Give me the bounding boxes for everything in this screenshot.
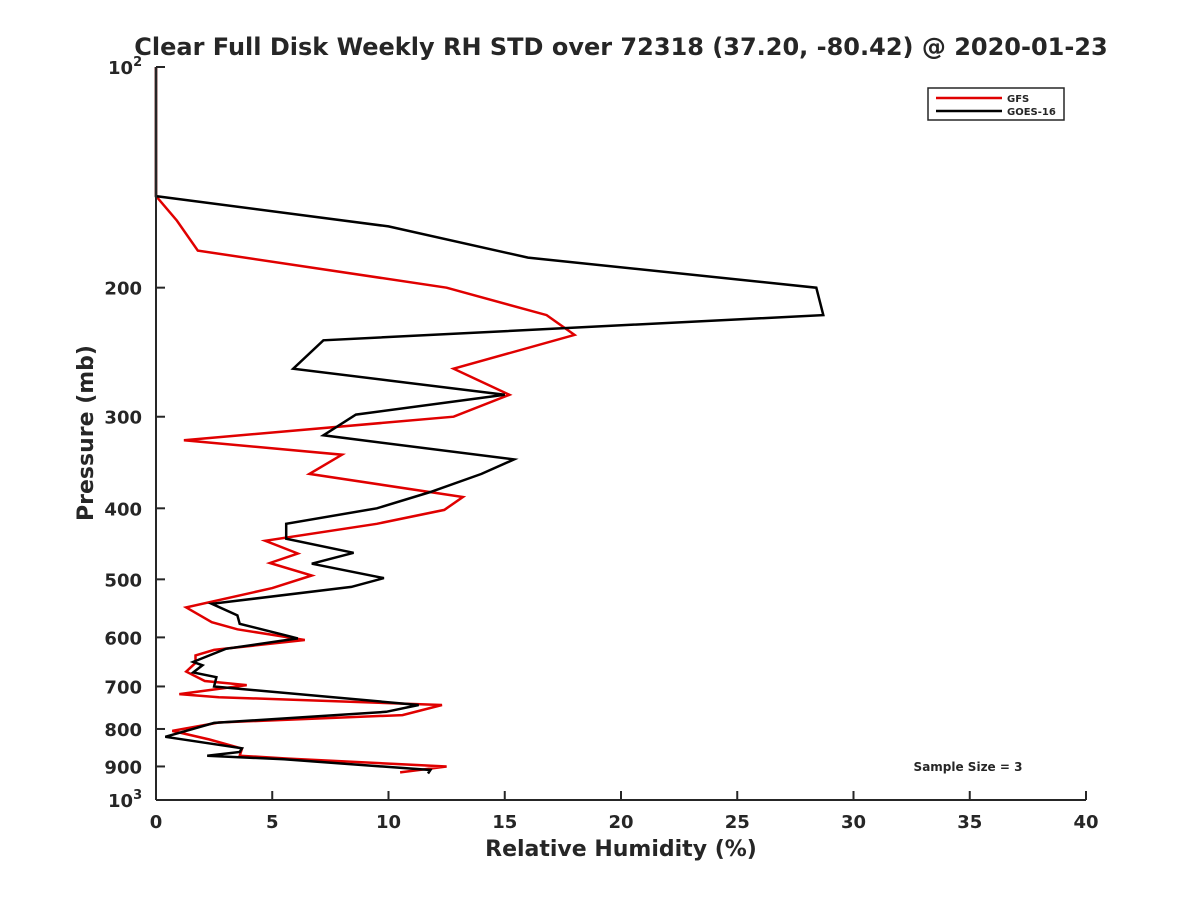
series-line-gfs (154, 67, 578, 774)
chart-title: Clear Full Disk Weekly RH STD over 72318… (134, 33, 1107, 61)
x-tick-label: 0 (150, 812, 163, 833)
y-tick-label: 700 (104, 677, 142, 698)
x-tick-label: 10 (376, 812, 401, 833)
y-tick-label: 300 (104, 408, 142, 429)
legend-label: GFS (1007, 94, 1029, 105)
legend-label: GOES-16 (1007, 107, 1056, 118)
y-tick-label: 103 (108, 788, 142, 812)
x-ticks: 0 5 10 15 20 25 30 35 40 (150, 791, 1099, 833)
legend: GFS GOES-16 (927, 87, 1065, 121)
plot-area: 0 5 10 15 20 25 30 35 40 102 200 300 400 500 600 700 80… (104, 55, 1098, 833)
y-ticks: 102 200 300 400 500 600 700 800 900 103 (104, 55, 165, 812)
sample-size-annotation: Sample Size = 3 (914, 760, 1023, 774)
series-layer (154, 67, 825, 775)
x-tick-label: 35 (957, 812, 982, 833)
y-tick-label: 800 (104, 720, 142, 741)
y-tick-label: 200 (104, 279, 142, 300)
series-line-goes-16 (154, 67, 825, 775)
legend-box (927, 87, 1065, 121)
x-axis-label: Relative Humidity (%) (485, 837, 757, 862)
x-tick-label: 30 (841, 812, 866, 833)
y-tick-label: 900 (104, 757, 142, 778)
y-tick-label: 102 (108, 55, 142, 79)
y-axis-label: Pressure (mb) (74, 345, 99, 521)
x-tick-label: 25 (725, 812, 750, 833)
x-tick-label: 20 (608, 812, 633, 833)
x-tick-label: 15 (492, 812, 517, 833)
x-tick-label: 5 (266, 812, 279, 833)
y-tick-label: 600 (104, 628, 142, 649)
y-tick-label: 500 (104, 570, 142, 591)
x-tick-label: 40 (1073, 812, 1098, 833)
y-tick-label: 400 (104, 499, 142, 520)
legend-entries: GFS GOES-16 (936, 94, 1056, 118)
